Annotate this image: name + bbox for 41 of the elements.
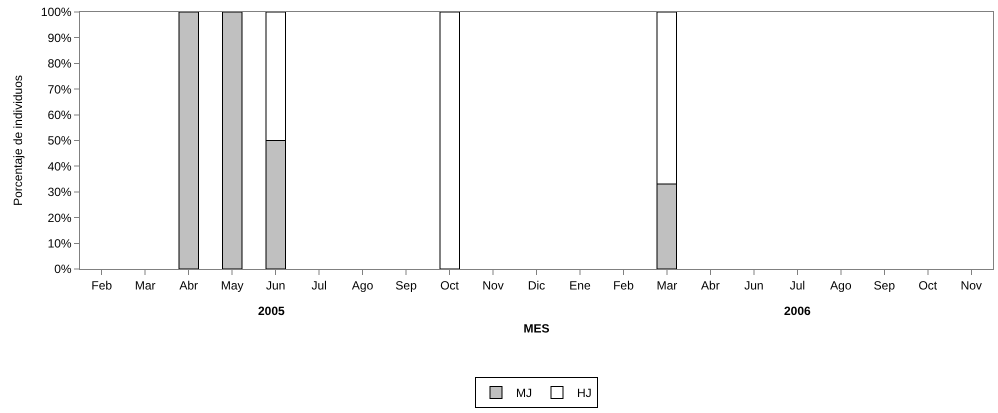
y-axis-title: Porcentaje de individuos [11, 75, 26, 206]
text: 2006 [784, 304, 812, 318]
y-tick-label: 40% [48, 159, 72, 174]
x-tick-label: Sep [395, 278, 418, 292]
y-tick-label: 80% [48, 56, 72, 71]
y-tick-label: 10% [48, 236, 72, 250]
y-tick-label: 90% [48, 30, 72, 45]
y-tick-label: 30% [48, 185, 72, 200]
x-tick-label: Nov [960, 278, 982, 292]
x-tick-label: Ene [569, 278, 591, 292]
y-tick-label: 60% [48, 108, 72, 122]
x-tick-label: Oct [918, 278, 938, 292]
x-tick-label: Sep [874, 278, 896, 292]
x-tick-label: Jul [311, 278, 327, 292]
legend-label: HJ [577, 386, 592, 400]
x-tick-label: May [220, 278, 244, 292]
y-tick-label: 100% [40, 5, 72, 20]
x-tick-label: Ago [830, 278, 852, 292]
x-tick-label: Mar [134, 278, 156, 292]
x-tick-label: Feb [613, 278, 634, 292]
x-tick-label: Ago [352, 278, 374, 292]
y-tick-label: 50% [48, 134, 72, 148]
text: 2005 [258, 304, 286, 318]
x-tick-label: Jun [744, 278, 764, 292]
y-tick-label: 70% [48, 82, 72, 96]
x-tick-label: Abr [701, 278, 720, 292]
x-tick-label: Jun [266, 278, 286, 292]
x-tick-label: Dic [528, 278, 546, 292]
y-tick-label: 0% [54, 262, 72, 276]
x-tick-label: Oct [440, 278, 460, 292]
y-tick-label: 20% [48, 210, 72, 225]
legend-label: MJ [516, 386, 532, 400]
bar [222, 12, 242, 269]
x-tick-label: Jul [790, 278, 806, 292]
x-tick-label: Nov [482, 278, 504, 292]
bar [439, 12, 460, 269]
bar [178, 12, 199, 269]
x-tick-label: Abr [179, 278, 198, 292]
x-axis-title: MES [523, 321, 550, 336]
x-tick-label: Mar [656, 278, 678, 292]
x-tick-label: Feb [91, 278, 112, 292]
